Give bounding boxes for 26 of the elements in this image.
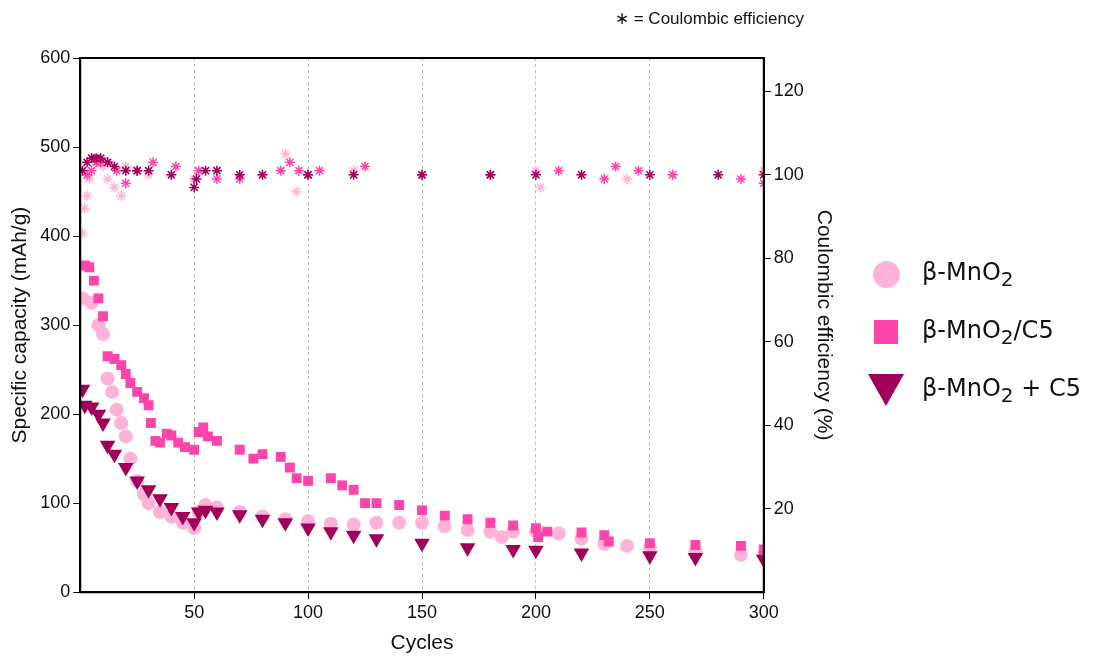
x-tick-label: 250: [634, 601, 665, 622]
x-tick-label: 300: [748, 601, 779, 622]
y2-tick-label: 40: [773, 414, 794, 435]
y2-tick-label: 120: [773, 80, 804, 101]
x-axis-title: Cycles: [390, 630, 454, 654]
legend-label: β-MnO$_{2}$ + C5: [922, 373, 1081, 407]
y-axis-title: Specific capacity (mAh/g): [7, 206, 31, 444]
x-tick-label: 100: [293, 601, 324, 622]
y2-tick-label: 100: [773, 163, 804, 184]
legend-label: β-MnO$_{2}$/C5: [922, 315, 1054, 349]
y2-axis-title: Coulombic efficiency (%): [813, 209, 837, 441]
y2-tick-label: 20: [773, 497, 794, 518]
x-tick-label: 150: [406, 601, 438, 622]
y-tick-label: 300: [40, 314, 71, 335]
y-tick-label: 600: [40, 46, 71, 67]
y-tick-label: 400: [40, 225, 71, 246]
y2-tick-label: 80: [773, 247, 794, 268]
y-tick-label: 200: [40, 403, 71, 424]
legend-label: β-MnO$_{2}$: [922, 257, 1014, 291]
y2-tick-label: 60: [773, 330, 794, 351]
y-tick-label: 0: [60, 581, 71, 602]
y-tick-label: 500: [40, 136, 71, 156]
x-tick-label: 200: [520, 601, 551, 622]
text: ∗ = Coulombic efficiency: [615, 8, 804, 29]
y-tick-label: 100: [40, 492, 71, 513]
x-tick-label: 50: [184, 601, 205, 622]
